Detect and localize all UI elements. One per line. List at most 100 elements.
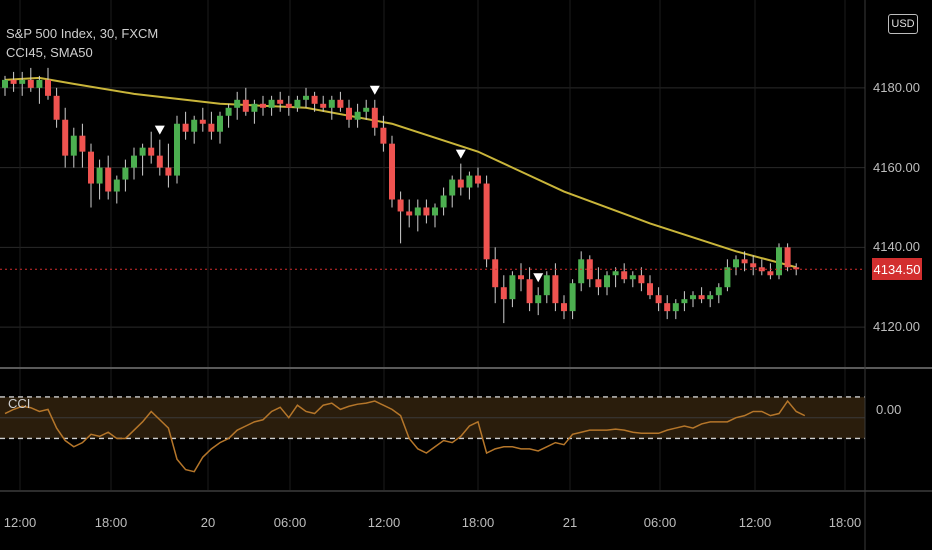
candle-down [423,199,430,224]
candle-body [148,147,155,156]
candle-up [604,271,610,296]
candle-up [363,99,370,120]
candle-body [371,107,378,128]
candle-body [354,111,361,120]
price-tick-label: 4160.00 [873,159,920,175]
candle-up [733,255,739,276]
candle-down [260,95,266,116]
candle-up [715,283,722,304]
candle-down [208,111,215,140]
currency-button[interactable]: USD [888,14,918,34]
candle-up [690,291,696,308]
signal-markers [154,85,544,283]
candle-body [492,259,499,288]
candle-down [750,255,757,276]
candle-down [337,91,344,112]
candle-body [432,207,438,216]
candle-up [294,95,301,112]
candle-down [586,255,593,288]
candle-up [122,159,129,192]
candle-body [466,175,473,188]
candle-body [36,79,43,88]
candle-body [337,99,344,108]
candle-body [707,295,714,300]
time-tick-label: 12:00 [738,515,772,530]
candle-body [750,263,757,268]
candle-body [561,303,567,312]
candle-body [457,179,464,188]
candle-down [457,163,464,196]
candle-body [518,275,524,280]
candle-body [733,259,739,268]
candle-body [397,199,404,212]
candle-body [681,299,688,304]
candle-up [414,199,421,232]
candle-up [440,187,447,216]
candle-body [199,119,206,124]
candle-up [724,259,731,292]
candle-up [466,171,473,200]
candle-body [122,167,129,180]
candle-down [285,95,292,116]
candle-down [406,199,413,228]
candle-body [672,303,679,312]
candle-body [2,79,8,88]
candle-up [707,291,714,308]
candle-down [277,91,284,112]
time-tick-label: 12:00 [3,515,37,530]
candle-down [389,135,395,208]
candle-body [156,155,163,168]
candle-down [784,243,791,272]
candle-body [225,107,232,116]
candle-body [217,115,223,132]
candle-down [320,95,327,112]
candle-down [483,175,490,268]
candle-up [139,143,146,176]
candle-up [543,271,550,304]
candle-up [569,279,576,320]
candle-up [234,91,241,120]
candle-up [328,95,335,120]
candle-down [346,99,352,128]
candle-body [543,275,550,296]
candle-body [500,287,507,300]
candle-down [53,87,60,128]
candle-down [182,111,189,140]
candle-body [88,151,94,184]
candle-body [79,135,86,152]
candle-up [70,127,77,168]
candle-body [647,283,653,296]
candle-body [612,271,619,276]
candle-body [242,99,249,112]
candle-up [681,291,688,312]
candle-down [397,191,404,244]
candle-body [406,211,413,216]
candle-down [655,287,662,312]
candle-up [251,99,258,124]
candle-body [363,107,370,112]
candles [2,67,800,324]
candle-up [96,159,103,200]
candle-body [380,127,387,144]
candle-body [174,123,180,176]
candle-body [131,155,137,168]
candle-body [784,247,791,268]
time-tick-label: 18:00 [461,515,495,530]
cci-band [0,396,865,440]
signal-marker [533,273,544,283]
candle-down [10,71,17,92]
candle-body [449,179,456,196]
candle-down [79,123,86,168]
candle-body [741,259,748,264]
candle-body [285,103,292,108]
candle-body [698,295,705,300]
candle-up [19,71,26,96]
candle-down [199,107,206,132]
candle-down [105,155,112,200]
candle-up [131,147,137,180]
candle-down [758,259,765,276]
candle-body [234,99,241,108]
candle-down [492,247,499,304]
candle-body [629,275,636,280]
